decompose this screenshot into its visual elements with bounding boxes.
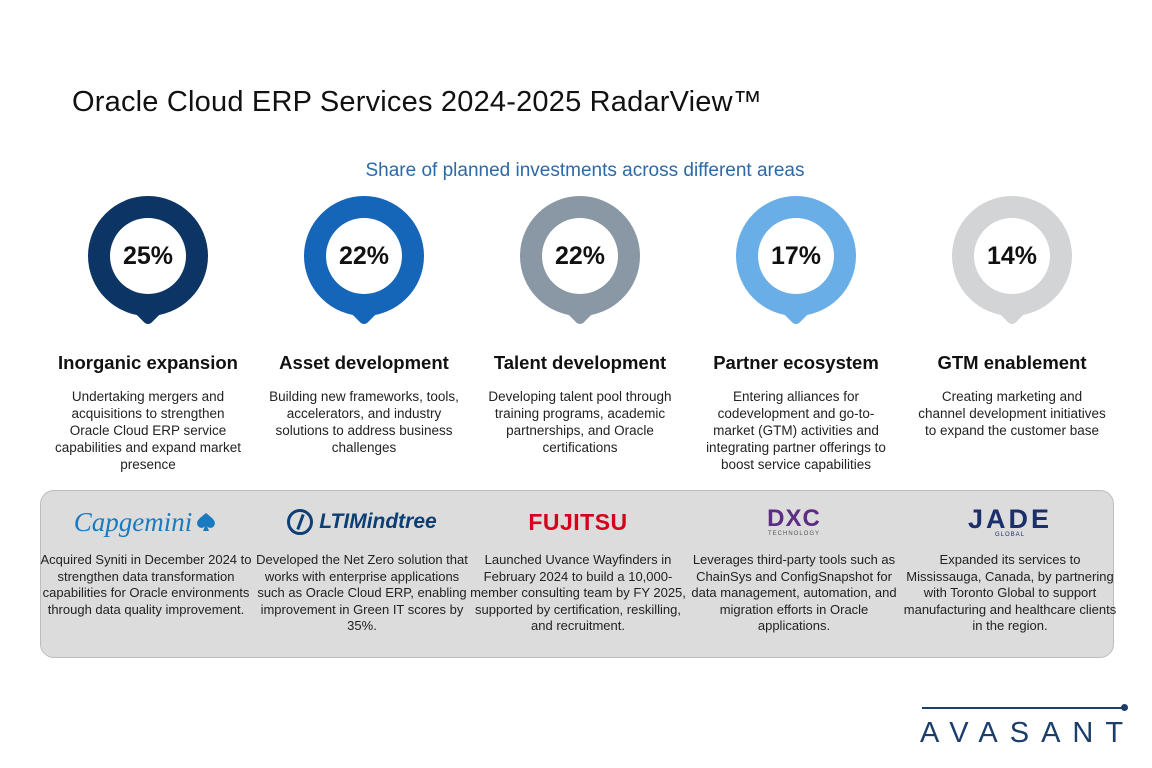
- page-title: Oracle Cloud ERP Services 2024-2025 Rada…: [72, 86, 762, 118]
- area-description: Developing talent pool through training …: [488, 389, 672, 455]
- brand-dot: [1121, 704, 1128, 711]
- capgemini-logo: Capgemini: [38, 500, 254, 544]
- area-description: Creating marketing and channel developme…: [918, 389, 1106, 438]
- provider-description: Expanded its services to Mississauga, Ca…: [903, 552, 1117, 633]
- area-description: Undertaking mergers and acquisitions to …: [54, 389, 242, 472]
- area-title: Asset development: [279, 352, 449, 373]
- avasant-logo: AVASANT: [920, 717, 1136, 749]
- percentage-pin: 25%: [88, 196, 208, 336]
- provider-ltimindtree: LTIMindtree Developed the Net Zero solut…: [254, 500, 470, 635]
- percentage-pin: 22%: [304, 196, 424, 336]
- area-title: Partner ecosystem: [713, 352, 879, 373]
- investment-area: 22% Talent development Developing talent p…: [470, 196, 690, 456]
- provider-description: Acquired Syniti in December 2024 to stre…: [40, 552, 252, 617]
- percentage-value: 14%: [974, 218, 1050, 294]
- fujitsu-logo: FUJITSU: [528, 508, 628, 535]
- provider-description: Launched Uvance Wayfinders in February 2…: [470, 552, 686, 633]
- ltimindtree-logo: LTIMindtree: [254, 500, 470, 544]
- provider-description: Leverages third-party tools such as Chai…: [691, 552, 897, 633]
- investment-area: 17% Partner ecosystem Entering alliances f…: [686, 196, 906, 473]
- area-title: GTM enablement: [937, 352, 1087, 373]
- spade-icon: [197, 513, 216, 531]
- area-title: Inorganic expansion: [58, 352, 238, 373]
- provider-panel: [40, 490, 1114, 658]
- percentage-value: 22%: [326, 218, 402, 294]
- investment-area: 14% GTM enablement Creating marketing and …: [902, 196, 1122, 439]
- percentage-pin: 17%: [736, 196, 856, 336]
- area-description: Entering alliances for codevelopment and…: [706, 389, 886, 472]
- investment-area: 22% Asset development Building new framewo…: [254, 196, 474, 456]
- provider-fujitsu: FUJITSU Launched Uvance Wayfinders in Fe…: [470, 500, 686, 635]
- provider-dxc: DXC TECHNOLOGY Leverages third-party too…: [686, 500, 902, 635]
- jade-logo: JADE GLOBAL: [967, 504, 1053, 539]
- percentage-pin: 22%: [520, 196, 640, 336]
- dxc-logo: DXC TECHNOLOGY: [767, 505, 821, 538]
- chart-subtitle: Share of planned investments across diff…: [365, 160, 805, 181]
- percentage-value: 22%: [542, 218, 618, 294]
- provider-jade: JADE GLOBAL Expanded its services to Mis…: [902, 500, 1118, 635]
- area-description: Building new frameworks, tools, accelera…: [269, 389, 459, 455]
- percentage-value: 17%: [758, 218, 834, 294]
- percentage-value: 25%: [110, 218, 186, 294]
- lti-logo-icon: [287, 509, 314, 535]
- investment-area: 25% Inorganic expansion Undertaking merger…: [38, 196, 258, 473]
- provider-capgemini: Capgemini Acquired Syniti in December 20…: [38, 500, 254, 618]
- brand-divider: [922, 707, 1122, 709]
- area-title: Talent development: [493, 352, 667, 373]
- provider-description: Developed the Net Zero solution that wor…: [256, 552, 468, 633]
- percentage-pin: 14%: [952, 196, 1072, 336]
